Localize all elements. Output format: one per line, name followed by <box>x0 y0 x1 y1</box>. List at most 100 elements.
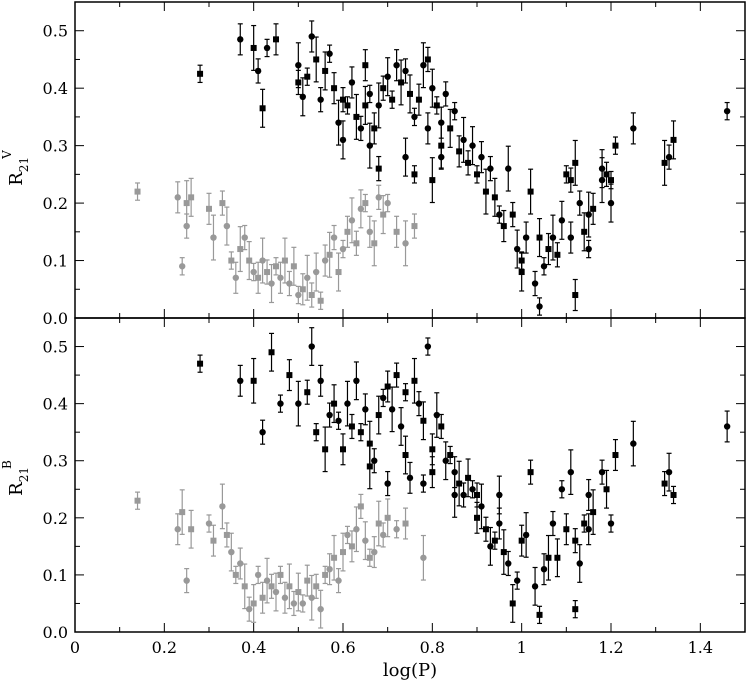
data-point <box>331 400 338 407</box>
data-point <box>567 468 574 476</box>
data-point <box>496 211 503 218</box>
data-point <box>326 566 333 573</box>
data-point <box>558 217 566 224</box>
data-point <box>451 107 458 115</box>
data-point <box>384 199 391 207</box>
data-point <box>339 136 347 144</box>
data-point <box>549 520 557 527</box>
data-point <box>415 400 423 407</box>
data-point <box>429 446 436 453</box>
data-point <box>665 153 673 161</box>
svg-text:R21B: R21B <box>0 460 31 496</box>
data-point <box>402 153 409 161</box>
data-point <box>277 571 284 578</box>
data-point <box>313 429 320 436</box>
data-point <box>299 93 306 101</box>
data-point <box>531 583 539 590</box>
data-point <box>295 400 302 407</box>
data-point <box>277 274 284 281</box>
data-point <box>447 125 454 132</box>
x-axis-label: log(P) <box>383 660 437 681</box>
data-point <box>380 211 387 218</box>
data-point <box>393 526 400 533</box>
data-point <box>585 245 592 253</box>
data-point <box>308 343 315 350</box>
data-point <box>237 377 244 384</box>
data-point <box>429 177 436 184</box>
data-point <box>286 372 293 379</box>
data-point <box>451 491 458 499</box>
data-point <box>393 228 400 235</box>
data-point <box>469 142 476 149</box>
data-point <box>317 605 324 613</box>
data-point <box>572 292 579 299</box>
data-point <box>558 486 566 493</box>
data-point <box>344 102 351 109</box>
data-point <box>268 280 275 287</box>
data-point <box>442 457 449 464</box>
data-point <box>608 177 614 184</box>
data-point <box>223 531 230 538</box>
data-point <box>183 577 190 584</box>
data-point <box>549 234 557 241</box>
data-point <box>344 228 351 235</box>
data-point <box>630 125 637 132</box>
y-tick-label: 0.0 <box>43 309 68 328</box>
data-point <box>348 217 356 224</box>
data-point <box>326 251 333 258</box>
data-point <box>183 200 190 207</box>
data-point <box>362 537 369 544</box>
data-point <box>567 234 574 241</box>
data-point <box>482 188 489 195</box>
data-point <box>518 537 525 544</box>
x-tick-label: 0.2 <box>152 638 177 657</box>
data-point <box>456 480 463 487</box>
data-point <box>420 554 427 561</box>
data-point <box>250 268 257 276</box>
data-point <box>317 297 324 304</box>
data-point <box>250 44 257 51</box>
data-point <box>603 486 610 493</box>
data-point <box>304 274 311 281</box>
data-point <box>366 90 373 98</box>
data-point <box>536 234 543 241</box>
data-point <box>353 526 360 533</box>
data-point <box>268 349 275 356</box>
data-point <box>228 257 235 264</box>
data-point <box>330 234 338 241</box>
data-point <box>237 560 244 567</box>
data-point <box>250 377 257 384</box>
data-point <box>268 583 275 590</box>
data-point <box>326 50 333 57</box>
data-point <box>313 56 320 63</box>
data-point <box>442 90 449 98</box>
data-point <box>362 102 369 109</box>
data-point <box>585 491 592 499</box>
data-point <box>514 245 521 253</box>
data-point <box>402 520 409 527</box>
data-point <box>670 136 677 143</box>
data-point <box>393 372 400 379</box>
plot-frame <box>74 317 746 633</box>
data-point <box>366 554 373 561</box>
y-tick-label: 0.5 <box>43 22 68 41</box>
data-point <box>402 240 409 247</box>
data-point <box>482 526 489 533</box>
data-point <box>335 119 342 126</box>
data-point <box>572 159 579 166</box>
data-point <box>259 105 266 112</box>
data-point <box>665 468 673 476</box>
y-tick-label: 0.3 <box>43 137 68 156</box>
x-tick-label: 1.4 <box>688 638 713 657</box>
y-tick-label: 0.3 <box>43 452 68 471</box>
data-point <box>433 411 440 419</box>
data-point <box>545 246 552 253</box>
data-point <box>465 474 472 481</box>
data-point <box>313 268 320 276</box>
data-point <box>273 263 279 270</box>
data-point <box>286 280 293 287</box>
y-tick-label: 0.5 <box>43 338 68 357</box>
data-point <box>371 457 378 464</box>
data-point <box>402 452 409 459</box>
data-point <box>572 606 579 613</box>
